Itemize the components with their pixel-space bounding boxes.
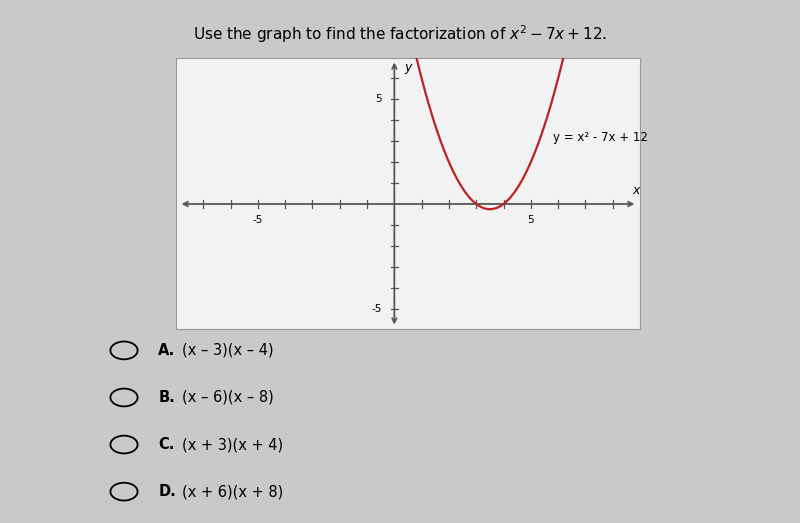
Text: Use the graph to find the factorization of $x^2 - 7x + 12$.: Use the graph to find the factorization … <box>193 24 607 45</box>
Text: y: y <box>404 61 411 74</box>
Text: 5: 5 <box>527 215 534 225</box>
Text: (x + 3)(x + 4): (x + 3)(x + 4) <box>182 437 283 452</box>
Text: y = x² - 7x + 12: y = x² - 7x + 12 <box>553 131 647 143</box>
Text: D.: D. <box>158 484 176 499</box>
Text: (x – 6)(x – 8): (x – 6)(x – 8) <box>182 390 274 405</box>
Text: x: x <box>632 184 639 197</box>
Text: 5: 5 <box>375 94 382 105</box>
Text: -5: -5 <box>372 303 382 314</box>
Text: C.: C. <box>158 437 174 452</box>
Text: A.: A. <box>158 343 176 358</box>
Text: (x + 6)(x + 8): (x + 6)(x + 8) <box>182 484 284 499</box>
Text: -5: -5 <box>253 215 263 225</box>
Text: (x – 3)(x – 4): (x – 3)(x – 4) <box>182 343 274 358</box>
Text: B.: B. <box>158 390 175 405</box>
